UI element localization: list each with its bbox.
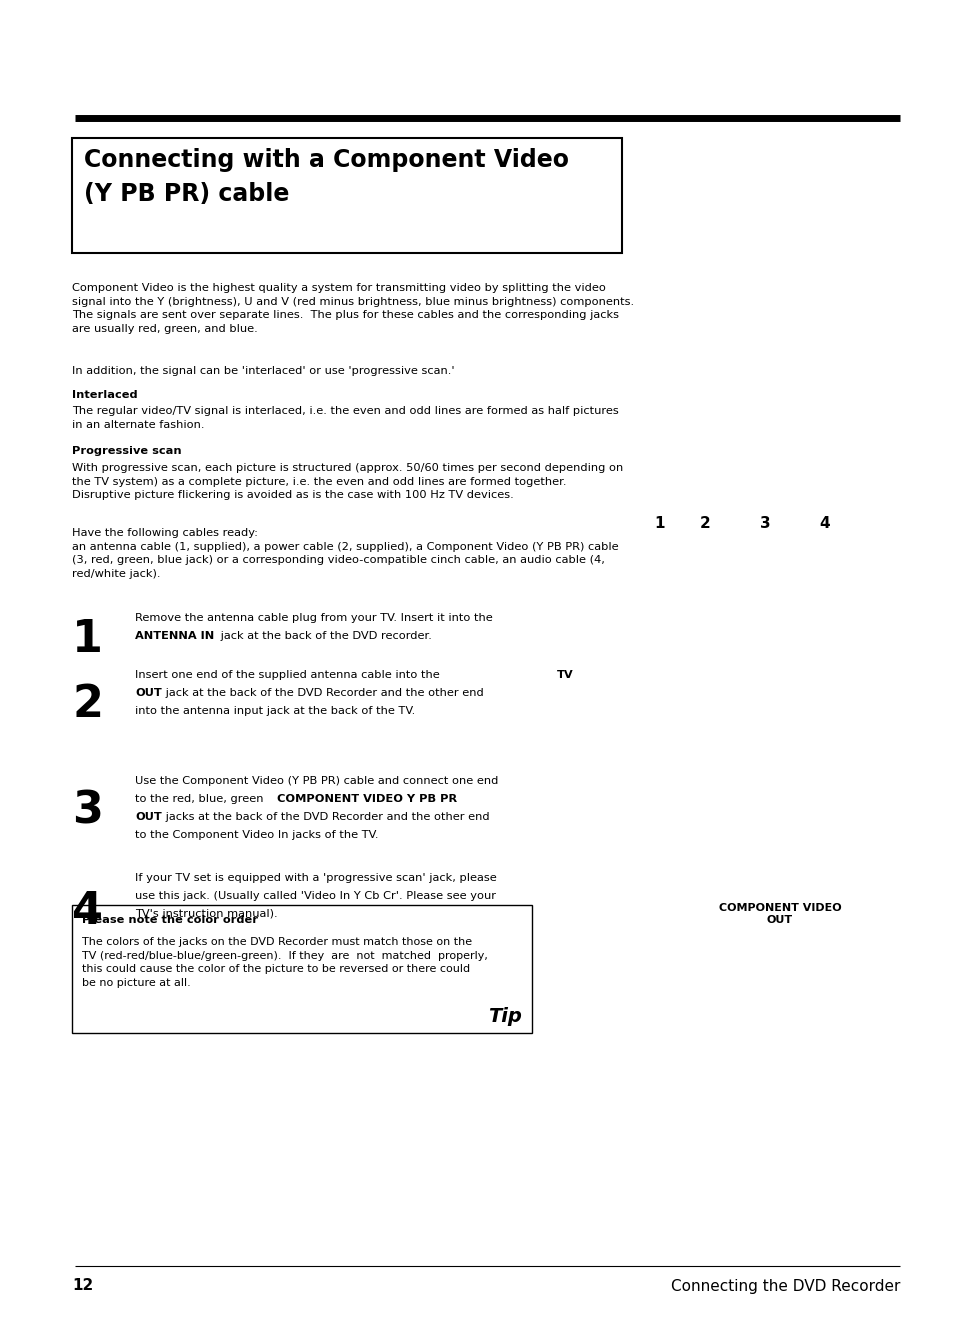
Text: 3: 3 bbox=[71, 789, 103, 834]
Text: jack at the back of the DVD recorder.: jack at the back of the DVD recorder. bbox=[216, 632, 432, 641]
Text: Please note the color order: Please note the color order bbox=[82, 915, 257, 925]
Text: 4: 4 bbox=[819, 516, 829, 531]
Text: 2: 2 bbox=[71, 682, 103, 727]
Text: to the red, blue, green: to the red, blue, green bbox=[135, 793, 271, 804]
Text: jack at the back of the DVD Recorder and the other end: jack at the back of the DVD Recorder and… bbox=[162, 688, 483, 698]
FancyBboxPatch shape bbox=[71, 904, 532, 1033]
Text: TV: TV bbox=[557, 670, 573, 680]
Text: The regular video/TV signal is interlaced, i.e. the even and odd lines are forme: The regular video/TV signal is interlace… bbox=[71, 405, 618, 429]
Text: The colors of the jacks on the DVD Recorder must match those on the
TV (red-red/: The colors of the jacks on the DVD Recor… bbox=[82, 937, 487, 987]
Text: COMPONENT VIDEO Y PB PR: COMPONENT VIDEO Y PB PR bbox=[276, 793, 456, 804]
Text: 2: 2 bbox=[699, 516, 710, 531]
Text: 1: 1 bbox=[71, 618, 103, 661]
Text: Connecting with a Component Video
(Y PB PR) cable: Connecting with a Component Video (Y PB … bbox=[84, 149, 568, 206]
Text: ANTENNA IN: ANTENNA IN bbox=[135, 632, 214, 641]
Text: Progressive scan: Progressive scan bbox=[71, 446, 181, 456]
Text: jacks at the back of the DVD Recorder and the other end: jacks at the back of the DVD Recorder an… bbox=[162, 812, 489, 822]
Text: to the Component Video In jacks of the TV.: to the Component Video In jacks of the T… bbox=[135, 830, 378, 840]
Text: into the antenna input jack at the back of the TV.: into the antenna input jack at the back … bbox=[135, 706, 415, 716]
Text: If your TV set is equipped with a 'progressive scan' jack, please: If your TV set is equipped with a 'progr… bbox=[135, 872, 497, 883]
Text: Remove the antenna cable plug from your TV. Insert it into the: Remove the antenna cable plug from your … bbox=[135, 613, 493, 624]
Text: OUT: OUT bbox=[135, 688, 162, 698]
FancyBboxPatch shape bbox=[71, 138, 621, 253]
Text: 12: 12 bbox=[71, 1279, 93, 1294]
Text: 1: 1 bbox=[654, 516, 664, 531]
Text: 3: 3 bbox=[759, 516, 769, 531]
Text: TV's instruction manual).: TV's instruction manual). bbox=[135, 909, 277, 919]
Text: Insert one end of the supplied antenna cable into the: Insert one end of the supplied antenna c… bbox=[135, 670, 447, 680]
Text: OUT: OUT bbox=[135, 812, 162, 822]
Text: With progressive scan, each picture is structured (approx. 50/60 times per secon: With progressive scan, each picture is s… bbox=[71, 463, 622, 500]
Text: Interlaced: Interlaced bbox=[71, 389, 137, 400]
Text: Use the Component Video (Y PB PR) cable and connect one end: Use the Component Video (Y PB PR) cable … bbox=[135, 776, 497, 785]
Text: 4: 4 bbox=[71, 890, 103, 933]
Text: COMPONENT VIDEO
OUT: COMPONENT VIDEO OUT bbox=[718, 903, 841, 925]
Text: In addition, the signal can be 'interlaced' or use 'progressive scan.': In addition, the signal can be 'interlac… bbox=[71, 367, 455, 376]
Text: Tip: Tip bbox=[488, 1008, 521, 1026]
Text: Connecting the DVD Recorder: Connecting the DVD Recorder bbox=[670, 1279, 899, 1294]
Text: Component Video is the highest quality a system for transmitting video by splitt: Component Video is the highest quality a… bbox=[71, 284, 634, 333]
Text: use this jack. (Usually called 'Video In Y Cb Cr'. Please see your: use this jack. (Usually called 'Video In… bbox=[135, 891, 496, 900]
Text: Have the following cables ready:
an antenna cable (1, supplied), a power cable (: Have the following cables ready: an ante… bbox=[71, 529, 618, 579]
